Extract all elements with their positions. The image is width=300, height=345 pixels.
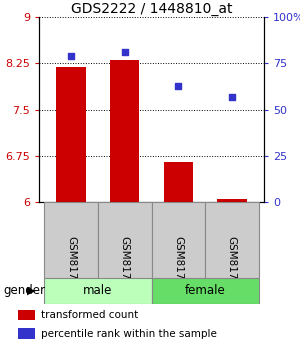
Bar — [152, 202, 205, 278]
Point — [122, 50, 127, 55]
Text: percentile rank within the sample: percentile rank within the sample — [41, 329, 217, 339]
Bar — [152, 278, 259, 304]
Text: GSM81753: GSM81753 — [120, 236, 130, 293]
Bar — [44, 202, 98, 278]
Text: GSM81752: GSM81752 — [66, 236, 76, 293]
Text: GSM81751: GSM81751 — [227, 236, 237, 293]
Title: GDS2222 / 1448810_at: GDS2222 / 1448810_at — [71, 2, 232, 16]
Point — [176, 83, 181, 88]
Bar — [205, 202, 259, 278]
Bar — [18, 310, 35, 320]
Bar — [164, 162, 193, 202]
Bar — [18, 328, 35, 339]
Point — [69, 53, 74, 59]
Point — [230, 94, 234, 99]
Text: gender: gender — [3, 284, 45, 297]
Bar — [217, 199, 247, 202]
Bar — [110, 60, 140, 202]
Bar — [56, 67, 86, 202]
Text: ▶: ▶ — [27, 286, 36, 296]
Bar — [44, 278, 152, 304]
Text: GSM81750: GSM81750 — [173, 236, 183, 293]
Bar — [98, 202, 152, 278]
Text: male: male — [83, 284, 112, 297]
Text: female: female — [185, 284, 225, 297]
Text: transformed count: transformed count — [41, 310, 139, 320]
